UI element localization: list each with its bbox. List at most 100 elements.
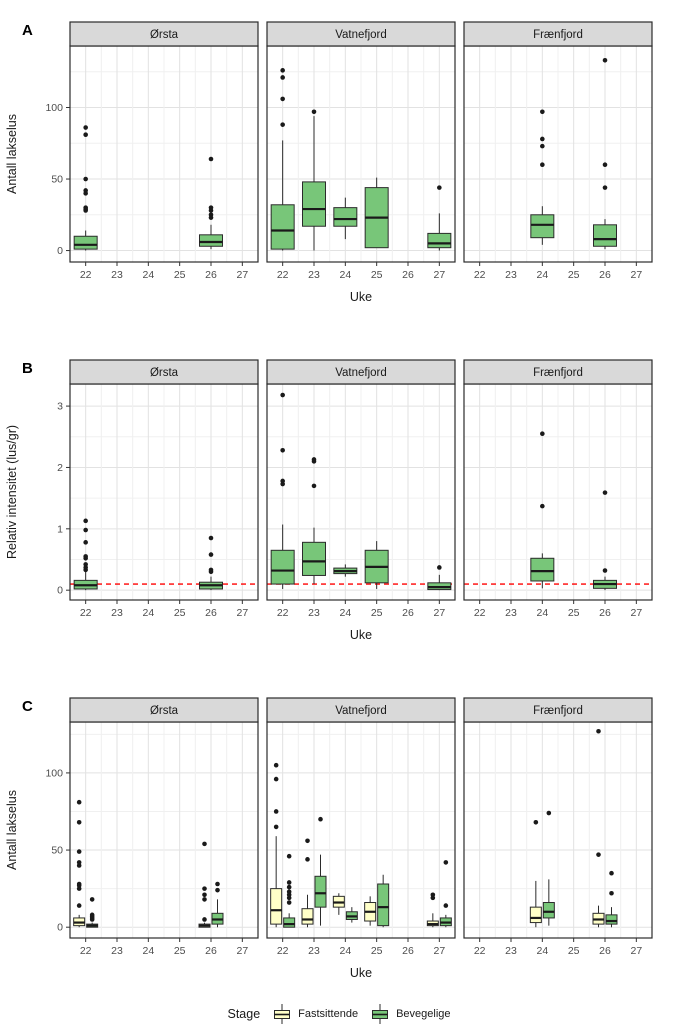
outlier-point [286,884,292,890]
x-tick-label: 27 [433,607,445,619]
outlier-point [533,819,539,825]
x-tick-label: 23 [111,269,123,281]
outlier-point [318,816,323,822]
facet-3: Frænfjord 22 23 24 25 26 27 [463,359,653,619]
outlier-point [609,870,614,876]
facet-title: Vatnefjord [335,705,387,717]
x-tick-label: 25 [174,945,186,957]
y-axis-label: Relativ intensitet (lus/gr) [5,425,19,559]
y-tick-label: 0 [57,245,63,257]
x-tick-label: 24 [536,269,548,281]
y-tick-label: 0 [57,922,63,934]
facet-2: Vatnefjord 22 23 24 25 26 27 [266,697,456,957]
stage-legend: Stage Fastsittende Bevegelige [0,997,678,1031]
x-tick-label: 26 [599,269,611,281]
x-tick-label: 27 [236,945,248,957]
box [270,204,295,250]
x-tick-label: 23 [505,945,517,957]
x-tick-label: 26 [205,269,217,281]
outlier-point [437,185,442,190]
facet-1: Ørsta 22 23 24 25 26 27 [69,359,259,619]
outlier-point [208,205,214,210]
boxplot-single-week-23 [302,457,326,585]
y-tick-label: 3 [57,401,63,413]
boxplot-Fastsittende-week-26 [198,841,211,928]
facet-1: Ørsta 22 23 24 25 26 27 [69,697,259,957]
outlier-point [602,162,608,168]
x-tick-label: 22 [474,945,486,957]
outlier-point [311,109,317,115]
outlier-point [602,490,608,495]
outlier-point [208,535,214,541]
outlier-point [280,478,285,484]
outlier-point [280,68,285,73]
outlier-point [76,903,82,908]
x-tick-label: 23 [111,945,123,957]
outlier-point [286,880,292,885]
x-tick-label: 27 [236,607,248,619]
outlier-point [540,162,545,168]
outlier-point [609,890,614,896]
boxplot-Fastsittende-week-26 [592,728,605,928]
legend-title: Stage [227,1007,261,1021]
outlier-point [83,132,88,137]
x-tick-label: 26 [205,945,217,957]
boxplot-Bevegelige-week-23 [314,816,327,926]
boxplot-Bevegelige-week-24 [345,907,358,923]
outlier-point [280,75,285,80]
outlier-point [280,447,285,453]
outlier-point [437,565,442,570]
panel-a-letter: A [22,22,33,39]
boxplot-single-week-22 [73,518,98,591]
box [270,549,295,585]
x-tick-label: 22 [277,607,289,619]
x-tick-label: 25 [174,269,186,281]
facet-title: Vatnefjord [335,29,387,41]
outlier-point [280,122,285,127]
boxplot-Fastsittende-week-24 [332,893,345,915]
box [605,914,618,925]
x-tick-label: 22 [80,945,92,957]
x-axis-label: Uke [350,628,372,642]
x-tick-label: 24 [536,945,548,957]
box [314,875,327,908]
outlier-point [76,849,82,854]
outlier-point [540,143,545,149]
outlier-point [273,776,279,782]
facet-strip [266,697,456,723]
outlier-point [83,554,88,559]
x-tick-label: 26 [599,607,611,619]
outlier-point [540,109,545,115]
x-tick-label: 27 [630,607,642,619]
outlier-point [596,728,601,734]
boxplot-single-week-26 [199,535,223,591]
x-tick-label: 23 [308,945,320,957]
x-tick-label: 27 [630,945,642,957]
x-tick-label: 25 [371,607,383,619]
y-tick-label: 100 [45,102,63,114]
outlier-point [83,527,88,533]
x-tick-label: 26 [205,607,217,619]
x-tick-label: 24 [339,945,351,957]
facet-3: Frænfjord 22 23 24 25 26 27 [463,697,653,957]
outlier-point [202,917,207,922]
outlier-point [89,897,95,902]
facet-2: Vatnefjord 22 23 24 25 26 27 [266,359,456,619]
facet-title: Vatnefjord [335,367,387,379]
facet-title: Frænfjord [533,367,583,379]
x-tick-label: 23 [505,269,517,281]
legend-item-fastsittende: Fastsittende [272,1003,358,1025]
x-tick-label: 25 [568,607,580,619]
y-axis-label: Antall lakselus [5,790,19,870]
y-tick-label: 0 [57,585,63,597]
outlier-point [546,810,552,816]
box [301,908,314,925]
box [530,214,555,239]
outlier-point [76,799,82,805]
x-tick-label: 24 [339,269,351,281]
boxplot-Bevegelige-week-24 [542,810,555,926]
outlier-point [202,892,207,898]
outlier-point [602,58,608,63]
outlier-point [273,809,279,814]
x-tick-label: 26 [402,945,414,957]
